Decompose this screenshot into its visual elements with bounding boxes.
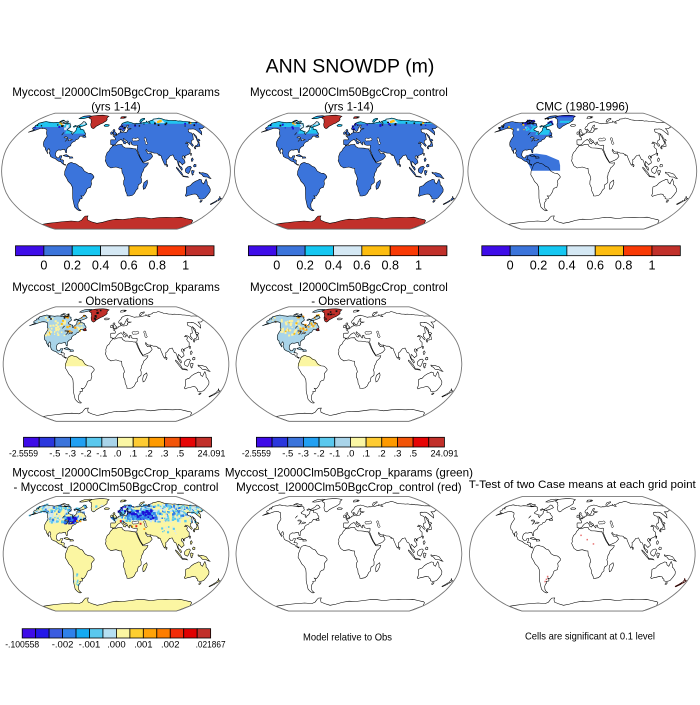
svg-text:.002: .002 <box>161 640 180 651</box>
svg-text:.1: .1 <box>362 449 370 460</box>
svg-text:0: 0 <box>273 259 280 273</box>
svg-text:-.1: -.1 <box>329 449 340 460</box>
svg-text:- Observations: - Observations <box>311 295 387 308</box>
svg-text:0.4: 0.4 <box>92 259 110 273</box>
svg-text:0.6: 0.6 <box>353 259 371 273</box>
svg-text:-.1: -.1 <box>96 449 107 460</box>
svg-text:1: 1 <box>182 259 189 273</box>
svg-text:0.2: 0.2 <box>296 259 314 273</box>
svg-text:0.6: 0.6 <box>586 259 604 273</box>
svg-text:.0: .0 <box>346 449 354 460</box>
svg-text:0.8: 0.8 <box>615 259 633 273</box>
svg-text:0: 0 <box>507 259 514 273</box>
svg-text:1: 1 <box>415 259 422 273</box>
svg-text:0.4: 0.4 <box>558 259 576 273</box>
svg-text:-.100558: -.100558 <box>5 640 39 651</box>
svg-text:Myccost_I2000Clm50BgcCrop_cont: Myccost_I2000Clm50BgcCrop_control <box>250 281 448 294</box>
svg-text:T-Test of two Case means at ea: T-Test of two Case means at each grid po… <box>469 479 697 491</box>
svg-text:-.002: -.002 <box>52 640 74 651</box>
svg-text:Myccost_I2000Clm50BgcCrop_kpar: Myccost_I2000Clm50BgcCrop_kparams <box>12 281 220 294</box>
svg-text:.0: .0 <box>114 449 122 460</box>
svg-text:Myccost_I2000Clm50BgcCrop_kpar: Myccost_I2000Clm50BgcCrop_kparams <box>12 86 220 99</box>
svg-text:Myccost_I2000Clm50BgcCrop_cont: Myccost_I2000Clm50BgcCrop_control <box>250 86 448 99</box>
svg-text:-.001: -.001 <box>79 640 101 651</box>
svg-text:ANN SNOWDP (m): ANN SNOWDP (m) <box>266 56 435 78</box>
svg-text:.3: .3 <box>161 449 169 460</box>
svg-text:-.5: -.5 <box>49 449 60 460</box>
svg-text:.001: .001 <box>134 640 153 651</box>
svg-text:-.5: -.5 <box>282 449 293 460</box>
svg-text:24.091: 24.091 <box>198 449 226 460</box>
svg-text:.021867: .021867 <box>196 640 226 651</box>
svg-text:.1: .1 <box>129 449 137 460</box>
svg-text:0.6: 0.6 <box>120 259 138 273</box>
svg-text:.000: .000 <box>107 640 126 651</box>
svg-text:24.091: 24.091 <box>430 449 458 460</box>
svg-text:-.2: -.2 <box>314 449 325 460</box>
svg-text:Myccost_I2000Clm50BgcCrop_cont: Myccost_I2000Clm50BgcCrop_control (red) <box>236 481 462 494</box>
svg-text:Model relative to Obs: Model relative to Obs <box>303 631 392 643</box>
svg-text:CMC (1980-1996): CMC (1980-1996) <box>536 100 629 113</box>
svg-text:0: 0 <box>40 259 47 273</box>
svg-text:- Myccost_I2000Clm50BgcCrop_co: - Myccost_I2000Clm50BgcCrop_control <box>14 481 219 494</box>
svg-text:-.3: -.3 <box>65 449 76 460</box>
svg-text:Cells are significant at 0.1 l: Cells are significant at 0.1 level <box>525 630 655 642</box>
svg-text:0.4: 0.4 <box>325 259 343 273</box>
svg-text:0.2: 0.2 <box>530 259 548 273</box>
svg-text:-.3: -.3 <box>298 449 309 460</box>
svg-text:.2: .2 <box>145 449 153 460</box>
svg-text:.5: .5 <box>409 449 417 460</box>
svg-text:.3: .3 <box>393 449 401 460</box>
svg-text:(yrs 1-14): (yrs 1-14) <box>91 100 141 113</box>
svg-text:- Observations: - Observations <box>78 295 154 308</box>
svg-text:-2.5559: -2.5559 <box>242 449 271 460</box>
svg-text:.2: .2 <box>378 449 386 460</box>
svg-text:-.2: -.2 <box>81 449 92 460</box>
svg-text:0.2: 0.2 <box>63 259 81 273</box>
svg-text:-2.5559: -2.5559 <box>9 449 38 460</box>
svg-text:.5: .5 <box>176 449 184 460</box>
svg-text:0.8: 0.8 <box>381 259 399 273</box>
svg-text:Myccost_I2000Clm50BgcCrop_kpar: Myccost_I2000Clm50BgcCrop_kparams (green… <box>225 467 473 480</box>
svg-text:Myccost_I2000Clm50BgcCrop_kpar: Myccost_I2000Clm50BgcCrop_kparams <box>12 467 220 480</box>
svg-text:(yrs 1-14): (yrs 1-14) <box>324 100 374 113</box>
svg-text:0.8: 0.8 <box>149 259 167 273</box>
svg-text:1: 1 <box>648 259 655 273</box>
